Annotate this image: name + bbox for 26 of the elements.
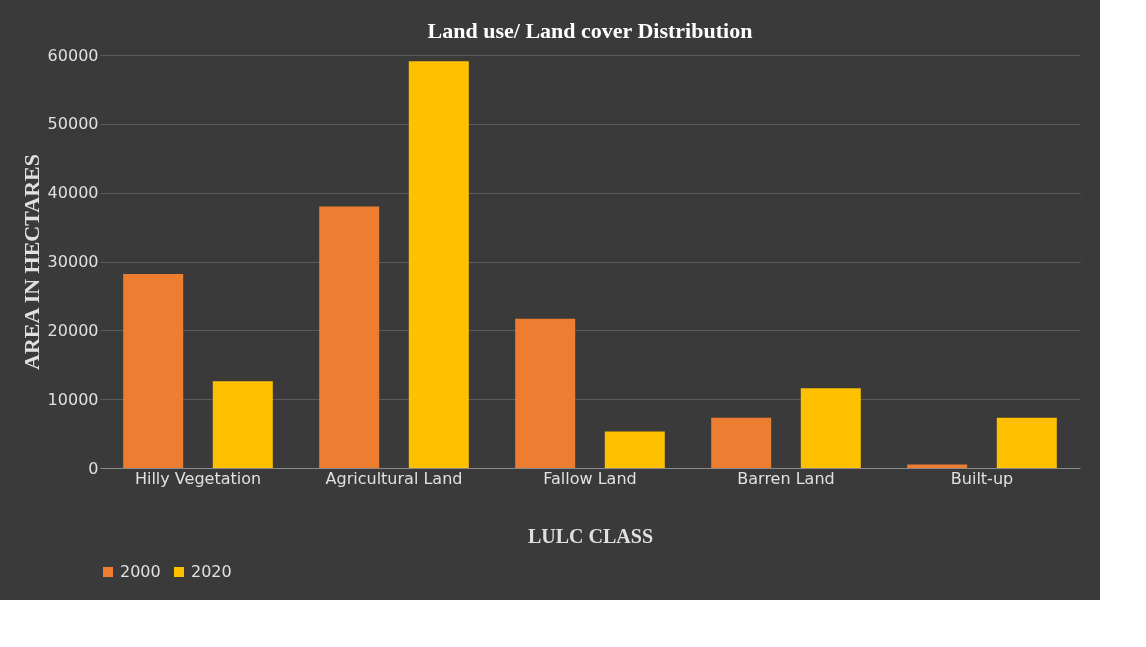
x-tick-label: Built-up xyxy=(950,468,1014,488)
legend-label: 2000 xyxy=(120,562,161,581)
bar xyxy=(319,206,380,468)
y-tick-label: 0 xyxy=(88,458,99,478)
bar xyxy=(123,273,184,468)
y-tick-label: 50000 xyxy=(47,114,99,134)
y-tick-label: 30000 xyxy=(47,252,99,271)
bar xyxy=(800,388,861,468)
y-tick-label: 60000 xyxy=(47,45,99,65)
legend-label: 2020 xyxy=(191,562,232,581)
bar xyxy=(996,417,1057,468)
x-tick-label: Agricultural Land xyxy=(325,468,463,488)
bar xyxy=(212,381,273,468)
chart-title: Land use/ Land cover Distribution xyxy=(427,18,753,43)
x-tick-label: Fallow Land xyxy=(543,468,637,488)
x-axis-title: LULC CLASS xyxy=(527,524,654,547)
bar xyxy=(408,61,469,468)
y-tick-label: 20000 xyxy=(47,320,99,340)
bar xyxy=(711,417,772,468)
y-axis-title: AREA IN HECTARES xyxy=(18,154,44,370)
bar xyxy=(604,431,665,468)
y-tick-label: 10000 xyxy=(47,389,99,409)
x-tick-label: Barren Land xyxy=(737,468,835,488)
x-tick-label: Hilly Vegetation xyxy=(134,468,262,488)
bar xyxy=(515,318,576,468)
y-tick-label: 40000 xyxy=(47,183,99,203)
